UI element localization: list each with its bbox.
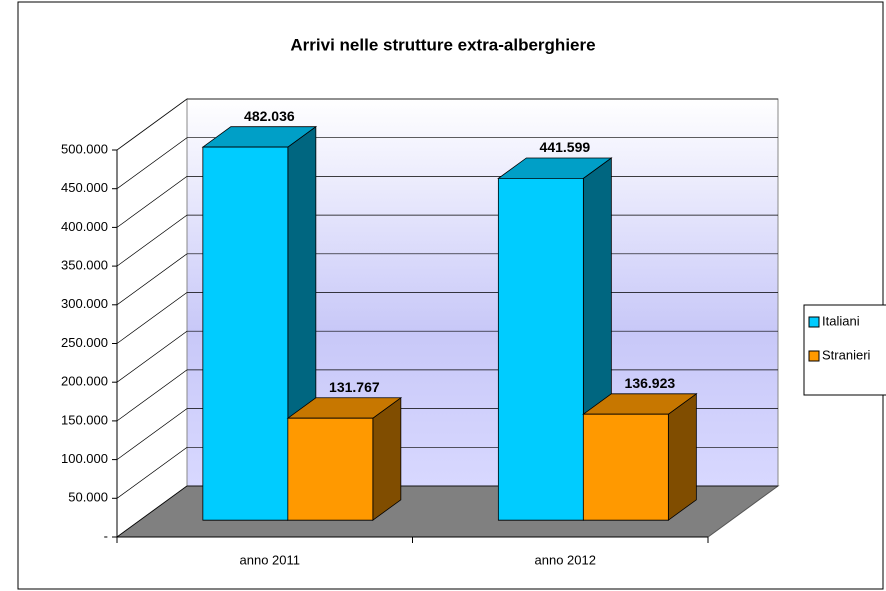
y-tick-label: 50.000: [68, 490, 108, 505]
y-tick-label: 300.000: [61, 296, 108, 311]
bar-front: [582, 413, 669, 521]
bar-front: [287, 417, 374, 521]
y-tick-label: 200.000: [61, 374, 108, 389]
grid-line: [116, 98, 778, 151]
bar-side: [372, 396, 402, 521]
bar: [582, 393, 698, 521]
y-tick-label: 400.000: [61, 219, 108, 234]
y-tick-label: -: [104, 528, 108, 543]
value-label: 136.923: [625, 375, 676, 391]
value-label: 131.767: [329, 379, 380, 395]
legend-label: Stranieri: [822, 347, 871, 362]
grid-line: [116, 137, 778, 189]
chart-title: Arrivi nelle strutture extra-alberghiere: [290, 35, 595, 54]
bar-side: [667, 393, 697, 521]
y-tick-label: 450.000: [61, 180, 108, 195]
y-tick-label: 250.000: [61, 335, 108, 350]
value-label: 441.599: [540, 139, 591, 155]
legend-swatch: [808, 316, 820, 328]
bar-front: [497, 177, 584, 521]
y-tick-label: 500.000: [61, 141, 108, 156]
x-tick-label: anno 2012: [535, 552, 596, 567]
legend-swatch: [808, 350, 820, 362]
y-tick-label: 350.000: [61, 258, 108, 273]
legend-label: Italiani: [822, 313, 860, 328]
y-tick-label: 150.000: [61, 412, 108, 427]
bar-front: [202, 146, 289, 521]
x-tick-label: anno 2011: [240, 552, 301, 567]
value-label: 482.036: [244, 108, 295, 124]
y-tick-label: 100.000: [61, 451, 108, 466]
bar: [286, 396, 403, 521]
